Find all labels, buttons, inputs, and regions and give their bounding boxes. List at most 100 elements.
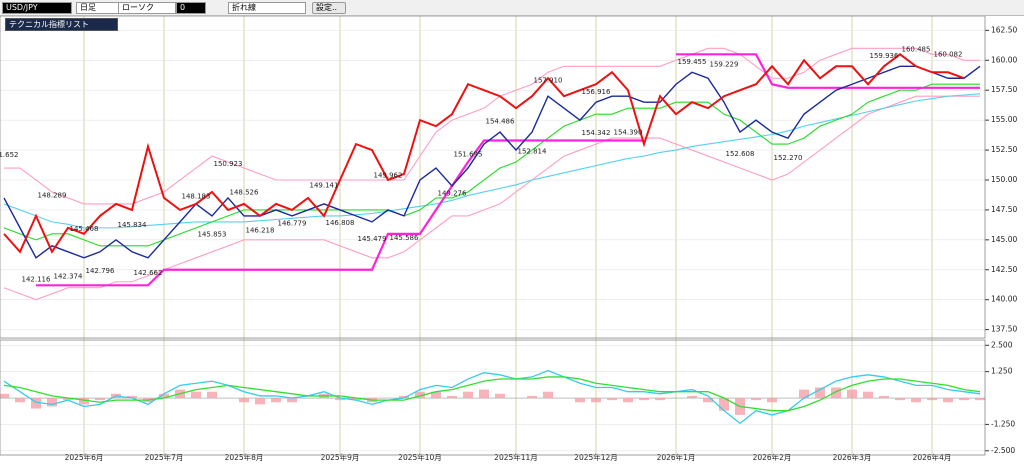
period-select[interactable]: 日足 [76, 2, 122, 14]
histogram-bar [703, 398, 713, 403]
histogram-bar [63, 398, 73, 401]
series-line [3, 376, 981, 412]
price-label: 145.479 [358, 235, 387, 243]
x-tick-label: 2025年10月 [398, 452, 442, 462]
histogram-bar [495, 393, 505, 399]
histogram-bar [127, 395, 137, 399]
price-label: 154.390 [614, 128, 643, 136]
y-tick-label: -2.500 [991, 446, 1015, 455]
x-tick-label: 2026年2月 [753, 452, 792, 462]
price-label: 145.853 [198, 231, 227, 239]
price-label: 146.808 [326, 219, 355, 227]
series-line [3, 65, 981, 259]
count-input[interactable]: 0 [176, 2, 206, 14]
price-label: 151.652 [0, 151, 18, 159]
histogram-bar [543, 391, 553, 399]
histogram-bar [159, 393, 169, 399]
histogram-bar [31, 398, 41, 409]
price-label: 145.834 [118, 221, 147, 229]
x-tick-label: 2025年11月 [494, 452, 538, 462]
y-tick-label: 160.00 [991, 55, 1017, 64]
histogram-bar [79, 398, 89, 405]
histogram-bar [271, 398, 281, 403]
histogram-bar [15, 398, 25, 403]
histogram-bar [767, 398, 777, 403]
panel-frame [0, 15, 986, 339]
y-tick-label: 152.50 [991, 145, 1017, 154]
y-tick-label: 142.50 [991, 265, 1017, 274]
x-tick-label: 2025年6月 [65, 452, 104, 462]
histogram-bar [719, 398, 729, 411]
x-tick-label: 2025年9月 [321, 452, 360, 462]
y-tick-label: 2.500 [991, 340, 1013, 349]
histogram-bar [911, 398, 921, 403]
price-label: 142.662 [134, 269, 163, 277]
histogram-bar [95, 398, 105, 401]
style-select[interactable]: ローソク [118, 2, 176, 14]
indicator-list[interactable]: テクニカル指標リスト [5, 18, 118, 31]
price-label: 159.936 [870, 52, 899, 60]
y-tick-label: 162.50 [991, 25, 1017, 34]
price-label: 146.218 [246, 226, 275, 234]
histogram-bar [879, 395, 889, 399]
y-tick-label: 145.00 [991, 235, 1017, 244]
histogram-bar [527, 395, 537, 399]
series-line [3, 93, 981, 229]
price-label: 152.608 [726, 150, 755, 158]
histogram-bar [863, 391, 873, 399]
series-line [3, 53, 965, 254]
histogram-bar [255, 398, 265, 405]
histogram-bar [831, 387, 841, 399]
histogram-bar [975, 398, 985, 401]
histogram-bar [847, 389, 857, 399]
price-label: 142.116 [22, 275, 51, 283]
histogram-bar [927, 398, 937, 401]
histogram-bar [351, 398, 361, 401]
histogram-bar [335, 398, 345, 401]
y-tick-label: 147.50 [991, 205, 1017, 214]
settings-button[interactable]: 設定.. [312, 2, 346, 14]
histogram-bar [431, 391, 441, 399]
price-label: 145.468 [70, 225, 99, 233]
price-label: 156.916 [582, 88, 611, 96]
histogram-bar [639, 398, 649, 401]
price-label: 146.779 [278, 220, 307, 228]
x-tick-label: 2025年7月 [145, 452, 184, 462]
price-label: 142.796 [86, 267, 115, 275]
price-label: 145.586 [390, 234, 419, 242]
price-label: 160.485 [902, 45, 931, 53]
price-label: 148.183 [182, 193, 211, 201]
series-line [4, 47, 980, 205]
price-label: 157.910 [534, 76, 563, 84]
y-tick-label: 155.00 [991, 115, 1017, 124]
series-line [3, 369, 981, 425]
histogram-bar [287, 398, 297, 403]
histogram-bar [623, 398, 633, 403]
price-label: 151.695 [454, 151, 483, 159]
histogram-bar [799, 389, 809, 399]
histogram-bar [463, 391, 473, 399]
histogram-bar [399, 395, 409, 399]
histogram-bar [191, 391, 201, 399]
histogram-bar [751, 398, 761, 401]
histogram-bar [815, 387, 825, 399]
y-tick-label: -1.250 [991, 419, 1015, 428]
x-tick-label: 2026年4月 [913, 452, 952, 462]
x-tick-label: 2026年3月 [833, 452, 872, 462]
panel-frame [0, 339, 986, 456]
price-label: 152.814 [518, 147, 547, 155]
overlay-input[interactable]: 折れ線 [228, 2, 306, 14]
symbol-select[interactable]: USD/JPY [2, 2, 72, 14]
price-label: 149.962 [374, 171, 403, 179]
y-tick-label: 1.250 [991, 367, 1013, 376]
price-label: 152.270 [774, 154, 803, 162]
histogram-bar [415, 391, 425, 399]
price-label: 148.526 [230, 189, 259, 197]
price-label: 154.342 [582, 129, 611, 137]
price-label: 150.923 [214, 160, 243, 168]
series-line [3, 83, 980, 247]
histogram-bar [655, 398, 665, 401]
price-label: 154.486 [486, 117, 515, 125]
